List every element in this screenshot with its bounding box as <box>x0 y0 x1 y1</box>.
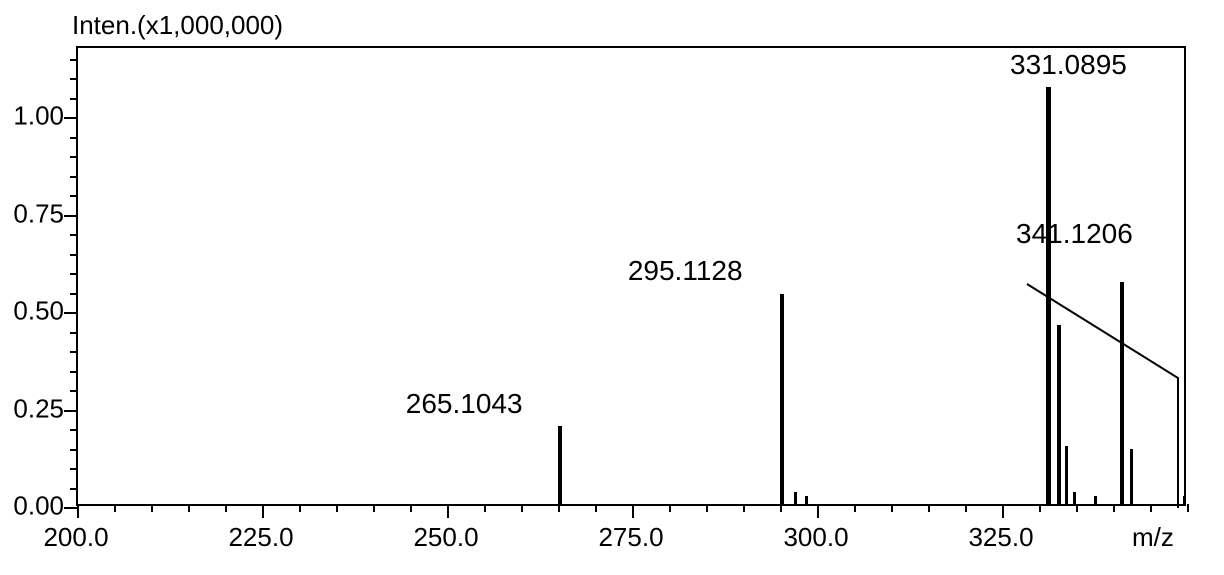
peak-label: 265.1043 <box>406 388 523 420</box>
y-tick-label: 0.25 <box>13 393 64 424</box>
y-tick-minor <box>70 273 78 275</box>
spectrum-peak <box>805 496 808 504</box>
peak-label: 295.1128 <box>628 255 743 287</box>
x-tick-minor <box>743 504 745 512</box>
y-tick-minor <box>70 59 78 61</box>
x-tick-minor <box>225 504 227 512</box>
y-tick-minor <box>70 254 78 256</box>
y-tick-minor <box>70 137 78 139</box>
x-tick-minor <box>1039 504 1041 512</box>
y-tick-minor <box>70 78 78 80</box>
x-tick-minor <box>410 504 412 512</box>
y-axis-title: Inten.(x1,000,000) <box>72 10 283 41</box>
x-tick-minor <box>891 504 893 512</box>
x-axis-title: m/z <box>1132 522 1174 553</box>
y-tick-minor <box>70 195 78 197</box>
y-tick-major <box>64 410 78 412</box>
x-tick-minor <box>151 504 153 512</box>
x-tick-minor <box>1076 504 1078 512</box>
x-tick-minor <box>780 504 782 512</box>
y-tick-label: 0.50 <box>13 296 64 327</box>
x-tick-minor <box>669 504 671 512</box>
spectrum-peak <box>794 492 797 504</box>
y-tick-minor <box>70 429 78 431</box>
y-tick-minor <box>70 390 78 392</box>
spectrum-peak <box>1046 87 1051 504</box>
spectrum-peak <box>1073 492 1076 504</box>
y-tick-minor <box>70 176 78 178</box>
x-tick-minor <box>188 504 190 512</box>
x-tick-minor <box>1187 504 1189 512</box>
y-tick-label: 0.00 <box>13 491 64 522</box>
y-tick-minor <box>70 293 78 295</box>
x-tick-major <box>817 504 819 518</box>
y-tick-minor <box>70 156 78 158</box>
x-tick-minor <box>336 504 338 512</box>
x-tick-minor <box>114 504 116 512</box>
x-tick-minor <box>1113 504 1115 512</box>
x-tick-label: 250.0 <box>413 522 478 553</box>
spectrum-peak <box>780 294 784 505</box>
x-tick-minor <box>928 504 930 512</box>
x-tick-major <box>262 504 264 518</box>
x-tick-minor <box>965 504 967 512</box>
x-tick-major <box>632 504 634 518</box>
y-tick-minor <box>70 98 78 100</box>
x-tick-major <box>447 504 449 518</box>
y-tick-minor <box>70 332 78 334</box>
y-tick-minor <box>70 351 78 353</box>
x-tick-minor <box>1150 504 1152 512</box>
y-tick-label: 0.75 <box>13 198 64 229</box>
x-tick-label: 225.0 <box>228 522 293 553</box>
spectrum-peak <box>1065 446 1068 504</box>
y-tick-major <box>64 507 78 509</box>
x-tick-minor <box>521 504 523 512</box>
peak-label: 341.1206 <box>1016 218 1133 250</box>
y-tick-minor <box>70 234 78 236</box>
x-tick-minor <box>299 504 301 512</box>
y-tick-major <box>64 312 78 314</box>
mass-spectrum-chart: Inten.(x1,000,000) m/z 200.0 225.0 250.0 27… <box>0 0 1224 575</box>
x-tick-minor <box>595 504 597 512</box>
spectrum-peak <box>558 426 562 504</box>
x-tick-label: 325.0 <box>968 522 1033 553</box>
y-tick-minor <box>70 468 78 470</box>
y-tick-major <box>64 215 78 217</box>
x-tick-minor <box>373 504 375 512</box>
y-tick-minor <box>70 488 78 490</box>
x-tick-minor <box>706 504 708 512</box>
x-tick-major <box>1002 504 1004 518</box>
y-tick-label: 1.00 <box>13 101 64 132</box>
x-tick-label: 275.0 <box>598 522 663 553</box>
peak-label: 331.0895 <box>1010 49 1127 81</box>
spectrum-peak <box>1130 449 1133 504</box>
x-tick-minor <box>854 504 856 512</box>
x-tick-label: 300.0 <box>783 522 848 553</box>
y-tick-major <box>64 117 78 119</box>
x-tick-minor <box>484 504 486 512</box>
spectrum-peak <box>1183 496 1186 504</box>
x-tick-minor <box>558 504 560 512</box>
x-tick-label: 200.0 <box>43 522 108 553</box>
spectrum-peak <box>1094 496 1097 504</box>
spectrum-peak <box>1057 325 1061 504</box>
y-tick-minor <box>70 449 78 451</box>
spectrum-peak <box>1120 282 1124 504</box>
y-tick-minor <box>70 371 78 373</box>
